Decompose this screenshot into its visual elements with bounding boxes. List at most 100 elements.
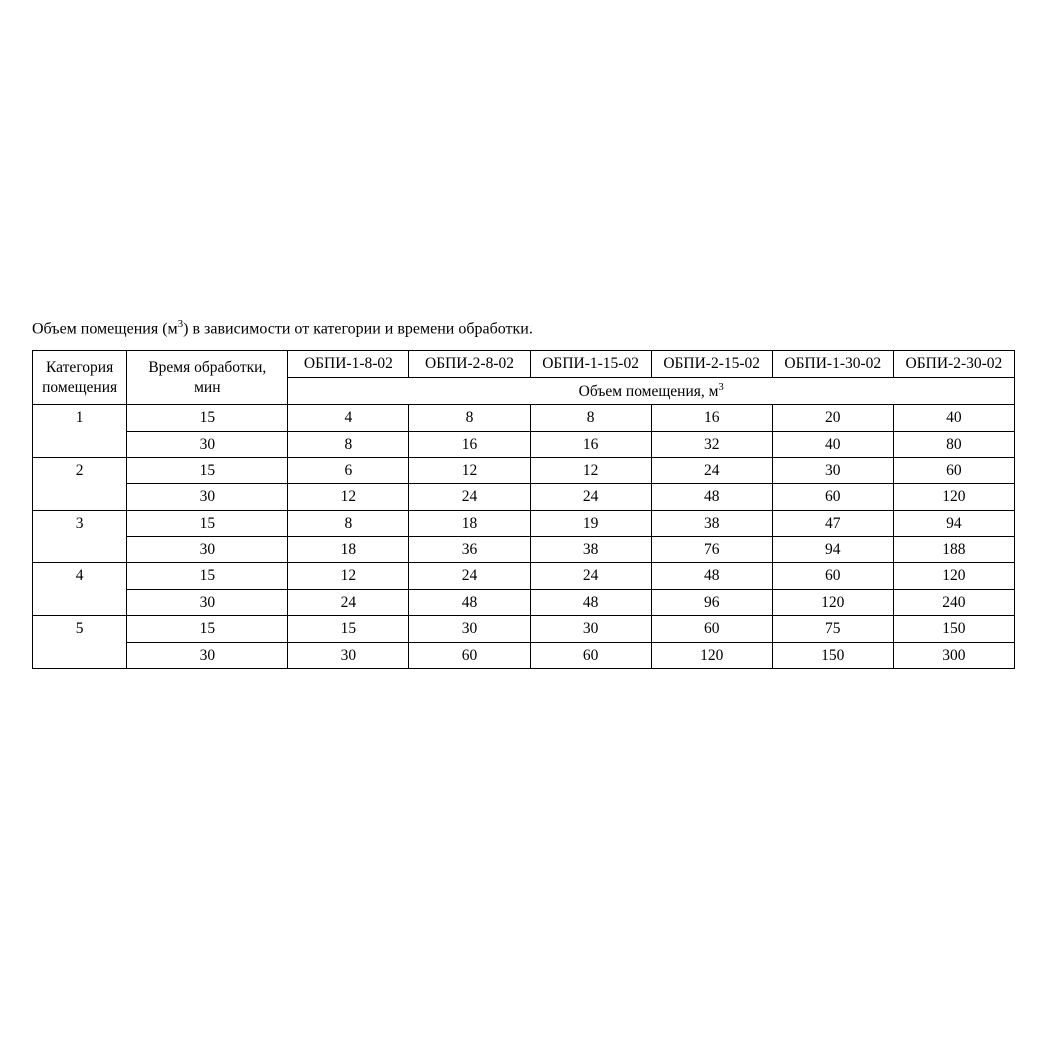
cell-value: 15 [288,616,409,642]
header-category: Категорияпомещения [33,351,127,405]
cell-time: 15 [127,510,288,536]
cell-value: 60 [772,563,893,589]
cell-value: 75 [772,616,893,642]
caption-prefix: Объем помещения (м [32,320,178,337]
header-row-1: Категорияпомещения Время обработки,мин О… [33,351,1015,377]
cell-value: 8 [288,510,409,536]
header-device-3: ОБПИ-2-15-02 [651,351,772,377]
header-device-4: ОБПИ-1-30-02 [772,351,893,377]
cell-value: 30 [530,616,651,642]
cell-value: 32 [651,431,772,457]
cell-value: 19 [530,510,651,536]
cell-value: 48 [409,589,530,615]
cell-value: 40 [772,431,893,457]
cell-value: 240 [893,589,1014,615]
cell-value: 18 [409,510,530,536]
cell-time: 30 [127,484,288,510]
cell-value: 60 [409,642,530,668]
table-body: 1154881620403081616324080215612122430603… [33,405,1015,669]
cell-value: 48 [530,589,651,615]
cell-value: 24 [409,563,530,589]
cell-value: 94 [893,510,1014,536]
cell-value: 24 [288,589,409,615]
cell-value: 80 [893,431,1014,457]
table-row: 3024484896120240 [33,589,1015,615]
cell-value: 150 [772,642,893,668]
cell-value: 120 [772,589,893,615]
table-row: 115488162040 [33,405,1015,431]
cell-value: 8 [409,405,530,431]
cell-value: 40 [893,405,1014,431]
table-caption: Объем помещения (м3) в зависимости от ка… [32,318,1015,338]
cell-value: 76 [651,537,772,563]
cell-value: 12 [409,457,530,483]
table-head: Категорияпомещения Время обработки,мин О… [33,351,1015,405]
cell-value: 8 [530,405,651,431]
cell-value: 30 [409,616,530,642]
cell-value: 150 [893,616,1014,642]
cell-time: 15 [127,616,288,642]
cell-value: 30 [288,642,409,668]
cell-time: 15 [127,563,288,589]
header-span-volume: Объем помещения, м3 [288,377,1015,405]
header-span-sup: 3 [718,382,723,393]
cell-value: 6 [288,457,409,483]
cell-time: 30 [127,431,288,457]
cell-time: 30 [127,537,288,563]
cell-category: 5 [33,616,127,669]
cell-value: 300 [893,642,1014,668]
cell-value: 12 [530,457,651,483]
cell-value: 12 [288,563,409,589]
cell-value: 48 [651,484,772,510]
cell-value: 120 [651,642,772,668]
cell-value: 60 [772,484,893,510]
document-page: Объем помещения (м 3 ) в зависимости от ка… [32,318,1015,669]
cell-value: 24 [530,484,651,510]
table-row: 301836387694188 [33,537,1015,563]
header-device-1: ОБПИ-2-8-02 [409,351,530,377]
header-device-2: ОБПИ-1-15-02 [530,351,651,377]
cell-value: 18 [288,537,409,563]
cell-value: 60 [530,642,651,668]
cell-value: 60 [651,616,772,642]
cell-value: 120 [893,563,1014,589]
cell-value: 12 [288,484,409,510]
table-row: 31581819384794 [33,510,1015,536]
cell-value: 4 [288,405,409,431]
cell-time: 15 [127,457,288,483]
table-row: 30306060120150300 [33,642,1015,668]
cell-value: 94 [772,537,893,563]
cell-category: 4 [33,563,127,616]
cell-value: 30 [772,457,893,483]
cell-value: 96 [651,589,772,615]
cell-value: 48 [651,563,772,589]
cell-value: 38 [651,510,772,536]
cell-value: 36 [409,537,530,563]
cell-value: 120 [893,484,1014,510]
cell-value: 16 [409,431,530,457]
caption-suffix: ) в зависимости от категории и времени о… [183,320,533,337]
cell-value: 8 [288,431,409,457]
cell-value: 24 [409,484,530,510]
cell-value: 24 [651,457,772,483]
header-time: Время обработки,мин [127,351,288,405]
cell-time: 30 [127,642,288,668]
header-device-5: ОБПИ-2-30-02 [893,351,1014,377]
header-device-0: ОБПИ-1-8-02 [288,351,409,377]
table-row: 5151530306075150 [33,616,1015,642]
cell-category: 1 [33,405,127,458]
header-span-prefix: Объем помещения, м [579,383,719,400]
cell-time: 30 [127,589,288,615]
cell-value: 24 [530,563,651,589]
table-row: 301224244860120 [33,484,1015,510]
cell-value: 188 [893,537,1014,563]
cell-category: 3 [33,510,127,563]
table-row: 3081616324080 [33,431,1015,457]
cell-category: 2 [33,457,127,510]
cell-time: 15 [127,405,288,431]
cell-value: 20 [772,405,893,431]
table-row: 21561212243060 [33,457,1015,483]
table-row: 4151224244860120 [33,563,1015,589]
cell-value: 47 [772,510,893,536]
cell-value: 38 [530,537,651,563]
